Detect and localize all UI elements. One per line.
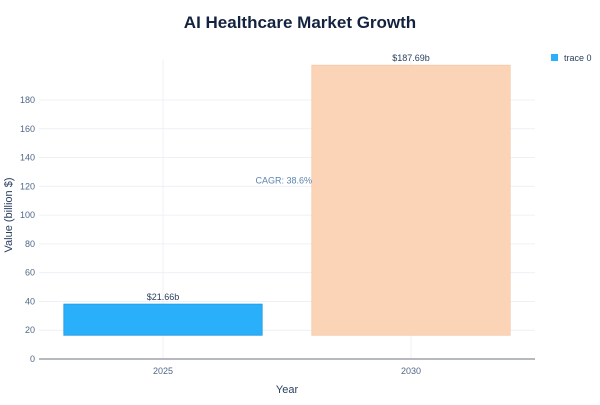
legend-label: trace 0 [564, 53, 592, 63]
data-label-2025: $21.66b [147, 292, 180, 302]
y-tick-label: 60 [25, 268, 35, 278]
y-tick-label: 160 [20, 124, 35, 134]
legend-swatch [551, 54, 558, 61]
y-tick-label: 140 [20, 153, 35, 163]
y-axis-ticks: 0 20 40 60 80 100 120 140 160 180 [20, 95, 35, 364]
y-tick-label: 180 [20, 95, 35, 105]
bars: $21.66b $187.69b [63, 53, 511, 336]
chart-title: AI Healthcare Market Growth [184, 13, 416, 32]
y-tick-label: 0 [30, 354, 35, 364]
legend[interactable]: trace 0 [551, 53, 592, 63]
data-label-2030: $187.69b [392, 53, 430, 63]
y-tick-label: 20 [25, 325, 35, 335]
y-tick-label: 80 [25, 239, 35, 249]
x-axis-ticks: 2025 2030 [153, 366, 421, 376]
x-axis-label: Year [276, 384, 299, 396]
y-tick-label: 100 [20, 210, 35, 220]
annotation-cagr: CAGR: 38.6% [255, 176, 312, 186]
x-tick-label: 2025 [153, 366, 173, 376]
y-axis-label: Value (billion $) [3, 177, 15, 252]
x-tick-label: 2030 [401, 366, 421, 376]
y-tick-label: 120 [20, 181, 35, 191]
bar-2025 [63, 303, 263, 336]
y-tick-label: 40 [25, 296, 35, 306]
bar-2030 [311, 64, 511, 336]
